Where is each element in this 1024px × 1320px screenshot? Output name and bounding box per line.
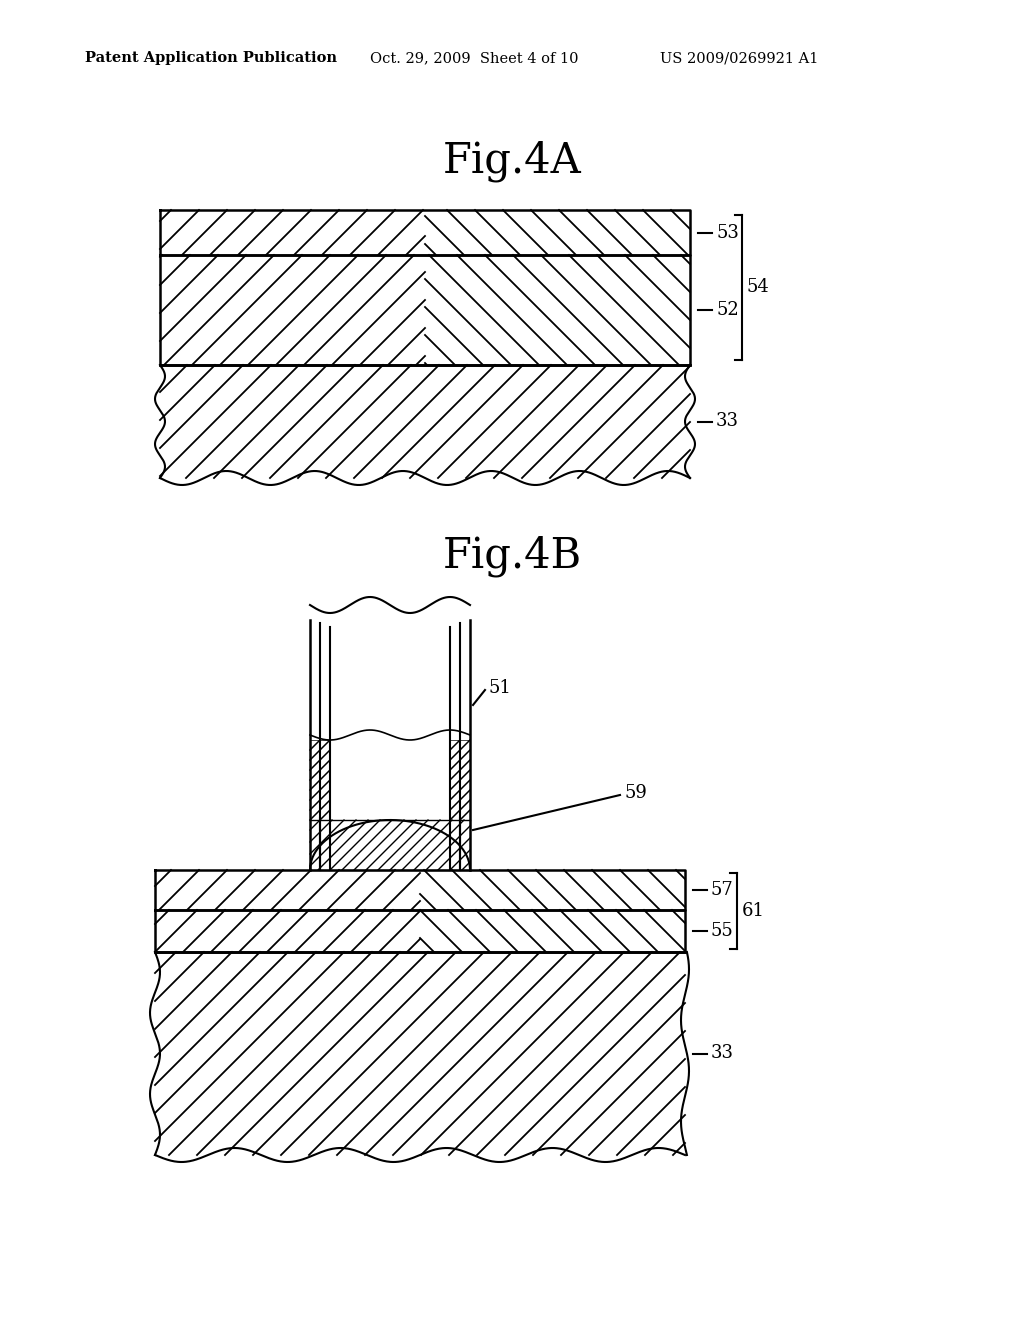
Text: 33: 33: [711, 1044, 734, 1063]
Text: 55: 55: [711, 921, 734, 940]
Text: Patent Application Publication: Patent Application Publication: [85, 51, 337, 65]
Text: 53: 53: [716, 223, 739, 242]
Text: Fig.4B: Fig.4B: [442, 535, 582, 577]
Text: 61: 61: [742, 902, 765, 920]
Text: Oct. 29, 2009  Sheet 4 of 10: Oct. 29, 2009 Sheet 4 of 10: [370, 51, 579, 65]
Text: US 2009/0269921 A1: US 2009/0269921 A1: [660, 51, 818, 65]
Text: 54: 54: [746, 279, 770, 297]
Text: 51: 51: [488, 678, 511, 697]
Text: 33: 33: [716, 412, 739, 430]
Text: 57: 57: [711, 880, 734, 899]
Text: Fig.4A: Fig.4A: [442, 140, 582, 182]
Text: 52: 52: [716, 301, 738, 319]
Text: 59: 59: [624, 784, 647, 803]
